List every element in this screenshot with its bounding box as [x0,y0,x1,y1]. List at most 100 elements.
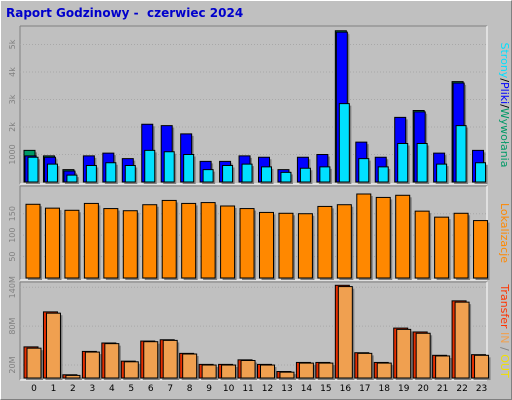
bar-face [202,169,214,183]
bar-face [103,208,119,279]
x-tick-label: 2 [70,384,76,394]
legend-pages-files-hits-part: / [498,104,511,108]
bar-face [298,362,314,379]
bar-face [395,194,411,279]
bar-face [261,166,272,183]
bar-face [454,301,470,379]
bar-face [66,174,78,183]
bar-face [240,359,256,379]
bar-pages-17 [358,158,371,184]
bar-visits-7 [161,199,179,280]
bar-face [200,202,216,279]
bar-visits-18 [375,196,393,280]
y-tick-label: 80M [8,318,17,335]
bar-transfer-out-10 [221,364,238,380]
bar-pages-13 [280,171,293,184]
bar-transfer-out-6 [143,341,160,380]
bar-pages-16 [338,103,352,184]
bar-face [46,163,58,183]
bar-face [123,361,139,379]
bar-face [414,210,430,279]
bar-face [317,205,333,279]
bar-face [319,166,331,183]
bar-face [201,364,217,379]
legend-pages-files-hits-part: Strony [498,43,511,79]
bar-visits-23 [473,220,490,280]
bar-face [337,286,353,379]
x-tick-label: 1 [51,384,57,394]
bar-transfer-out-5 [123,361,141,380]
bar-transfer-out-0 [26,347,43,380]
x-tick-label: 15 [320,384,331,394]
bar-transfer-out-21 [435,355,452,380]
bar-pages-19 [397,143,410,184]
y-tick-label: 5k [8,39,17,49]
bar-visits-1 [44,207,62,280]
y-tick-label: 50 [8,251,17,261]
bar-transfer-out-3 [84,351,102,380]
bar-face [435,355,451,379]
x-tick-label: 0 [31,384,37,394]
bar-visits-6 [142,204,159,280]
bar-face [278,212,294,279]
bar-face [83,202,99,279]
legend-transfer: Transfer IN / OUT [498,283,511,378]
bar-face [357,352,373,379]
bar-face [65,374,81,379]
x-tick-label: 3 [90,384,96,394]
bar-transfer-out-19 [396,328,413,380]
bar-face [415,332,431,379]
x-tick-label: 22 [456,384,467,394]
legend-transfer-part: / [498,344,511,355]
y-tick-label: 1000 [8,144,17,164]
bar-visits-20 [414,210,432,280]
bar-visits-12 [259,211,276,280]
bar-face [44,207,60,279]
bar-transfer-out-16 [337,286,355,380]
bar-face [84,351,100,379]
bar-visits-2 [64,209,81,280]
x-tick-label: 18 [379,384,391,394]
bar-face [279,371,295,379]
bar-face [222,165,234,183]
bar-visits-5 [122,210,140,280]
bar-face [183,154,195,183]
bar-face [318,362,334,379]
bar-pages-15 [319,166,332,184]
bar-face [259,211,274,279]
bar-transfer-out-23 [474,354,491,380]
bar-transfer-out-9 [201,364,219,380]
bar-face [416,143,428,183]
bar-face [375,196,391,279]
chart-title: Raport Godzinowy - czerwiec 2024 [6,6,244,20]
bar-face [455,125,467,183]
bar-face [241,163,253,183]
bar-visits-15 [317,205,334,280]
x-tick-label: 11 [242,384,253,394]
bar-face [104,343,120,379]
bar-face [434,216,450,279]
bar-pages-4 [105,162,118,184]
bar-face [299,167,311,183]
bar-face [25,203,41,279]
bar-visits-3 [83,202,101,280]
bar-face [162,339,178,379]
bar-face [26,347,42,379]
bar-transfer-out-14 [298,362,316,380]
bar-face [475,162,487,183]
bar-transfer-out-13 [279,371,296,380]
bar-pages-5 [124,165,138,184]
bar-face [64,209,80,279]
x-tick-label: 9 [206,384,212,394]
bar-face [358,158,370,183]
bar-face [182,353,198,379]
bar-visits-22 [453,212,471,280]
legend-pages-files-hits-part: / [498,78,511,82]
x-tick-label: 17 [359,384,370,394]
y-tick-label: 140M [8,276,17,298]
bar-face [436,163,448,183]
x-tick-label: 7 [167,384,173,394]
bar-face [221,364,237,379]
legend-transfer-part: OUT [498,354,511,378]
bar-face [45,312,61,379]
